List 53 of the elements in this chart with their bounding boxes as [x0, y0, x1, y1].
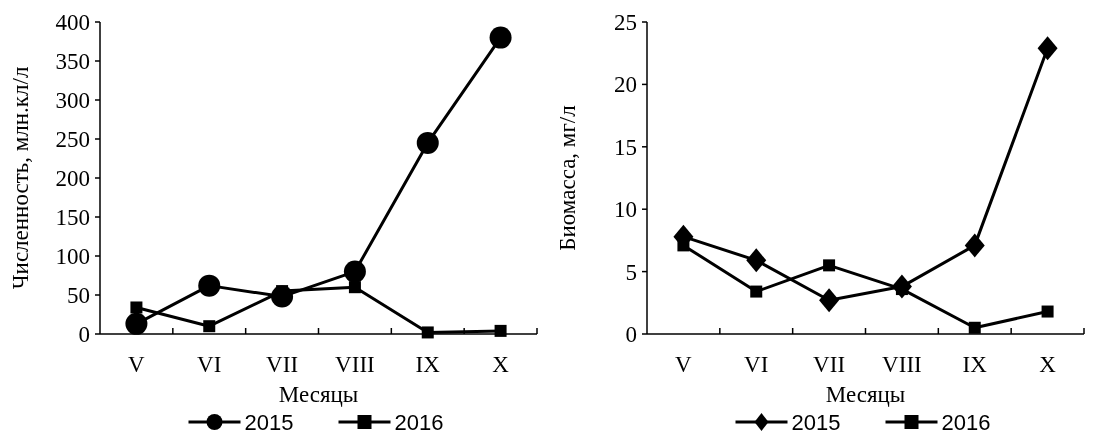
point [421, 326, 434, 339]
x-tick-label: VII [813, 352, 846, 377]
y-tick-label: 0 [78, 322, 90, 348]
y-tick-label: 400 [55, 10, 90, 36]
y-tick-label: 0 [625, 322, 637, 348]
x-tick-label: VI [197, 352, 222, 377]
y-tick-label: 100 [55, 244, 90, 270]
x-tick-label: VIII [882, 352, 922, 377]
point [125, 312, 148, 335]
point [964, 233, 985, 258]
point [343, 260, 366, 283]
y-tick-label: 10 [614, 197, 637, 223]
point [1041, 305, 1054, 318]
point [968, 321, 981, 334]
x-tick-label: VI [744, 352, 769, 377]
x-axis-title: Месяцы [825, 382, 906, 407]
x-tick-label: V [675, 352, 693, 377]
point [750, 285, 763, 298]
x-tick-label: V [128, 352, 146, 377]
x-tick-label: VII [266, 352, 299, 377]
x-axis-title: Месяцы [278, 382, 359, 407]
y-tick-label: 150 [55, 205, 90, 231]
point [494, 324, 507, 337]
point [1037, 36, 1058, 61]
point [823, 259, 836, 272]
point [198, 274, 221, 297]
x-tick-label: IX [415, 352, 441, 377]
point [130, 301, 143, 314]
x-tick-label: X [1039, 352, 1057, 377]
y-tick-label: 25 [614, 10, 637, 36]
point [416, 131, 439, 154]
x-tick-label: IX [962, 352, 988, 377]
point [819, 288, 840, 313]
y-tick-label: 350 [55, 49, 90, 75]
y-tick-label: 250 [55, 127, 90, 153]
y-tick-label: 300 [55, 88, 90, 114]
y-tick-label: 20 [614, 72, 637, 98]
legend-label: 2015 [244, 409, 294, 435]
point [489, 26, 512, 49]
legend-label: 2015 [791, 409, 841, 435]
legend-label: 2016 [394, 409, 444, 435]
y-tick-label: 15 [614, 134, 637, 160]
y-axis-title: Биомасса, мг/л [555, 105, 580, 251]
x-tick-label: VIII [335, 352, 375, 377]
y-tick-label: 200 [55, 166, 90, 192]
y-axis-title: Численность, млн.кл/л [8, 66, 33, 290]
point [746, 248, 767, 273]
point [348, 281, 361, 294]
point [203, 320, 216, 333]
y-tick-label: 5 [625, 259, 637, 285]
y-tick-label: 50 [67, 283, 90, 309]
x-tick-label: X [492, 352, 510, 377]
legend-label: 2016 [941, 409, 991, 435]
